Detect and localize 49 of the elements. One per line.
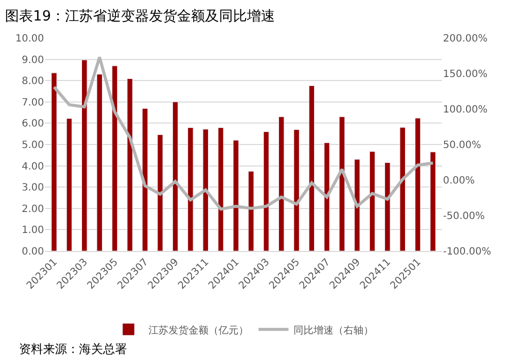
y-tick-label: 2.00 <box>22 204 44 215</box>
bar <box>112 66 118 251</box>
bar <box>51 72 57 251</box>
bar <box>400 127 406 251</box>
bar <box>188 127 194 251</box>
y2-tick-label: 150.00% <box>443 69 488 80</box>
y-tick-label: 8.00 <box>22 76 44 88</box>
bar <box>172 102 178 251</box>
legend-label: 江苏发货金额（亿元） <box>148 324 248 336</box>
bar <box>414 118 421 251</box>
legend-label: 同比增速（右轴） <box>294 324 374 336</box>
y-tick-label: 6.00 <box>22 118 44 130</box>
bar <box>96 74 102 251</box>
y-tick-label: 4.00 <box>22 161 44 172</box>
bar <box>218 127 224 251</box>
y-tick-label: 0.00 <box>22 246 44 258</box>
bar <box>202 128 209 251</box>
y-tick-label: 3.00 <box>22 182 44 194</box>
y-tick-label: 9.00 <box>22 54 44 66</box>
y2-tick-label: 0.00% <box>443 176 475 186</box>
bar <box>384 162 390 251</box>
bar <box>157 134 164 251</box>
y2-tick-label: 100.00% <box>443 104 488 116</box>
chart-title: 图表19：江苏省逆变器发货金额及同比增速 <box>5 8 275 24</box>
y-tick-label: 7.00 <box>22 97 44 108</box>
bar <box>142 108 148 251</box>
y2-tick-label: -50.00% <box>443 211 485 222</box>
bar <box>369 151 376 251</box>
bar <box>126 78 133 251</box>
y2-tick-label: 200.00% <box>443 34 488 44</box>
bar <box>233 140 239 251</box>
y-tick-label: 5.00 <box>22 140 44 151</box>
y2-tick-label: 50.00% <box>443 140 482 151</box>
y2-tick-label: -100.00% <box>443 246 492 258</box>
bar <box>263 131 270 251</box>
line-series <box>52 56 434 211</box>
bar <box>308 85 315 251</box>
y-tick-label: 1.00 <box>22 225 44 236</box>
y-tick-label: 10.00 <box>15 34 44 44</box>
bar <box>430 152 436 251</box>
bar <box>324 142 330 251</box>
bar <box>339 116 345 251</box>
bar <box>354 159 360 251</box>
bar <box>294 129 300 251</box>
text: 资料来源：海关总署 <box>19 342 127 356</box>
bar <box>278 116 284 251</box>
bar <box>248 171 254 251</box>
bar <box>82 60 88 251</box>
bar <box>66 118 72 251</box>
